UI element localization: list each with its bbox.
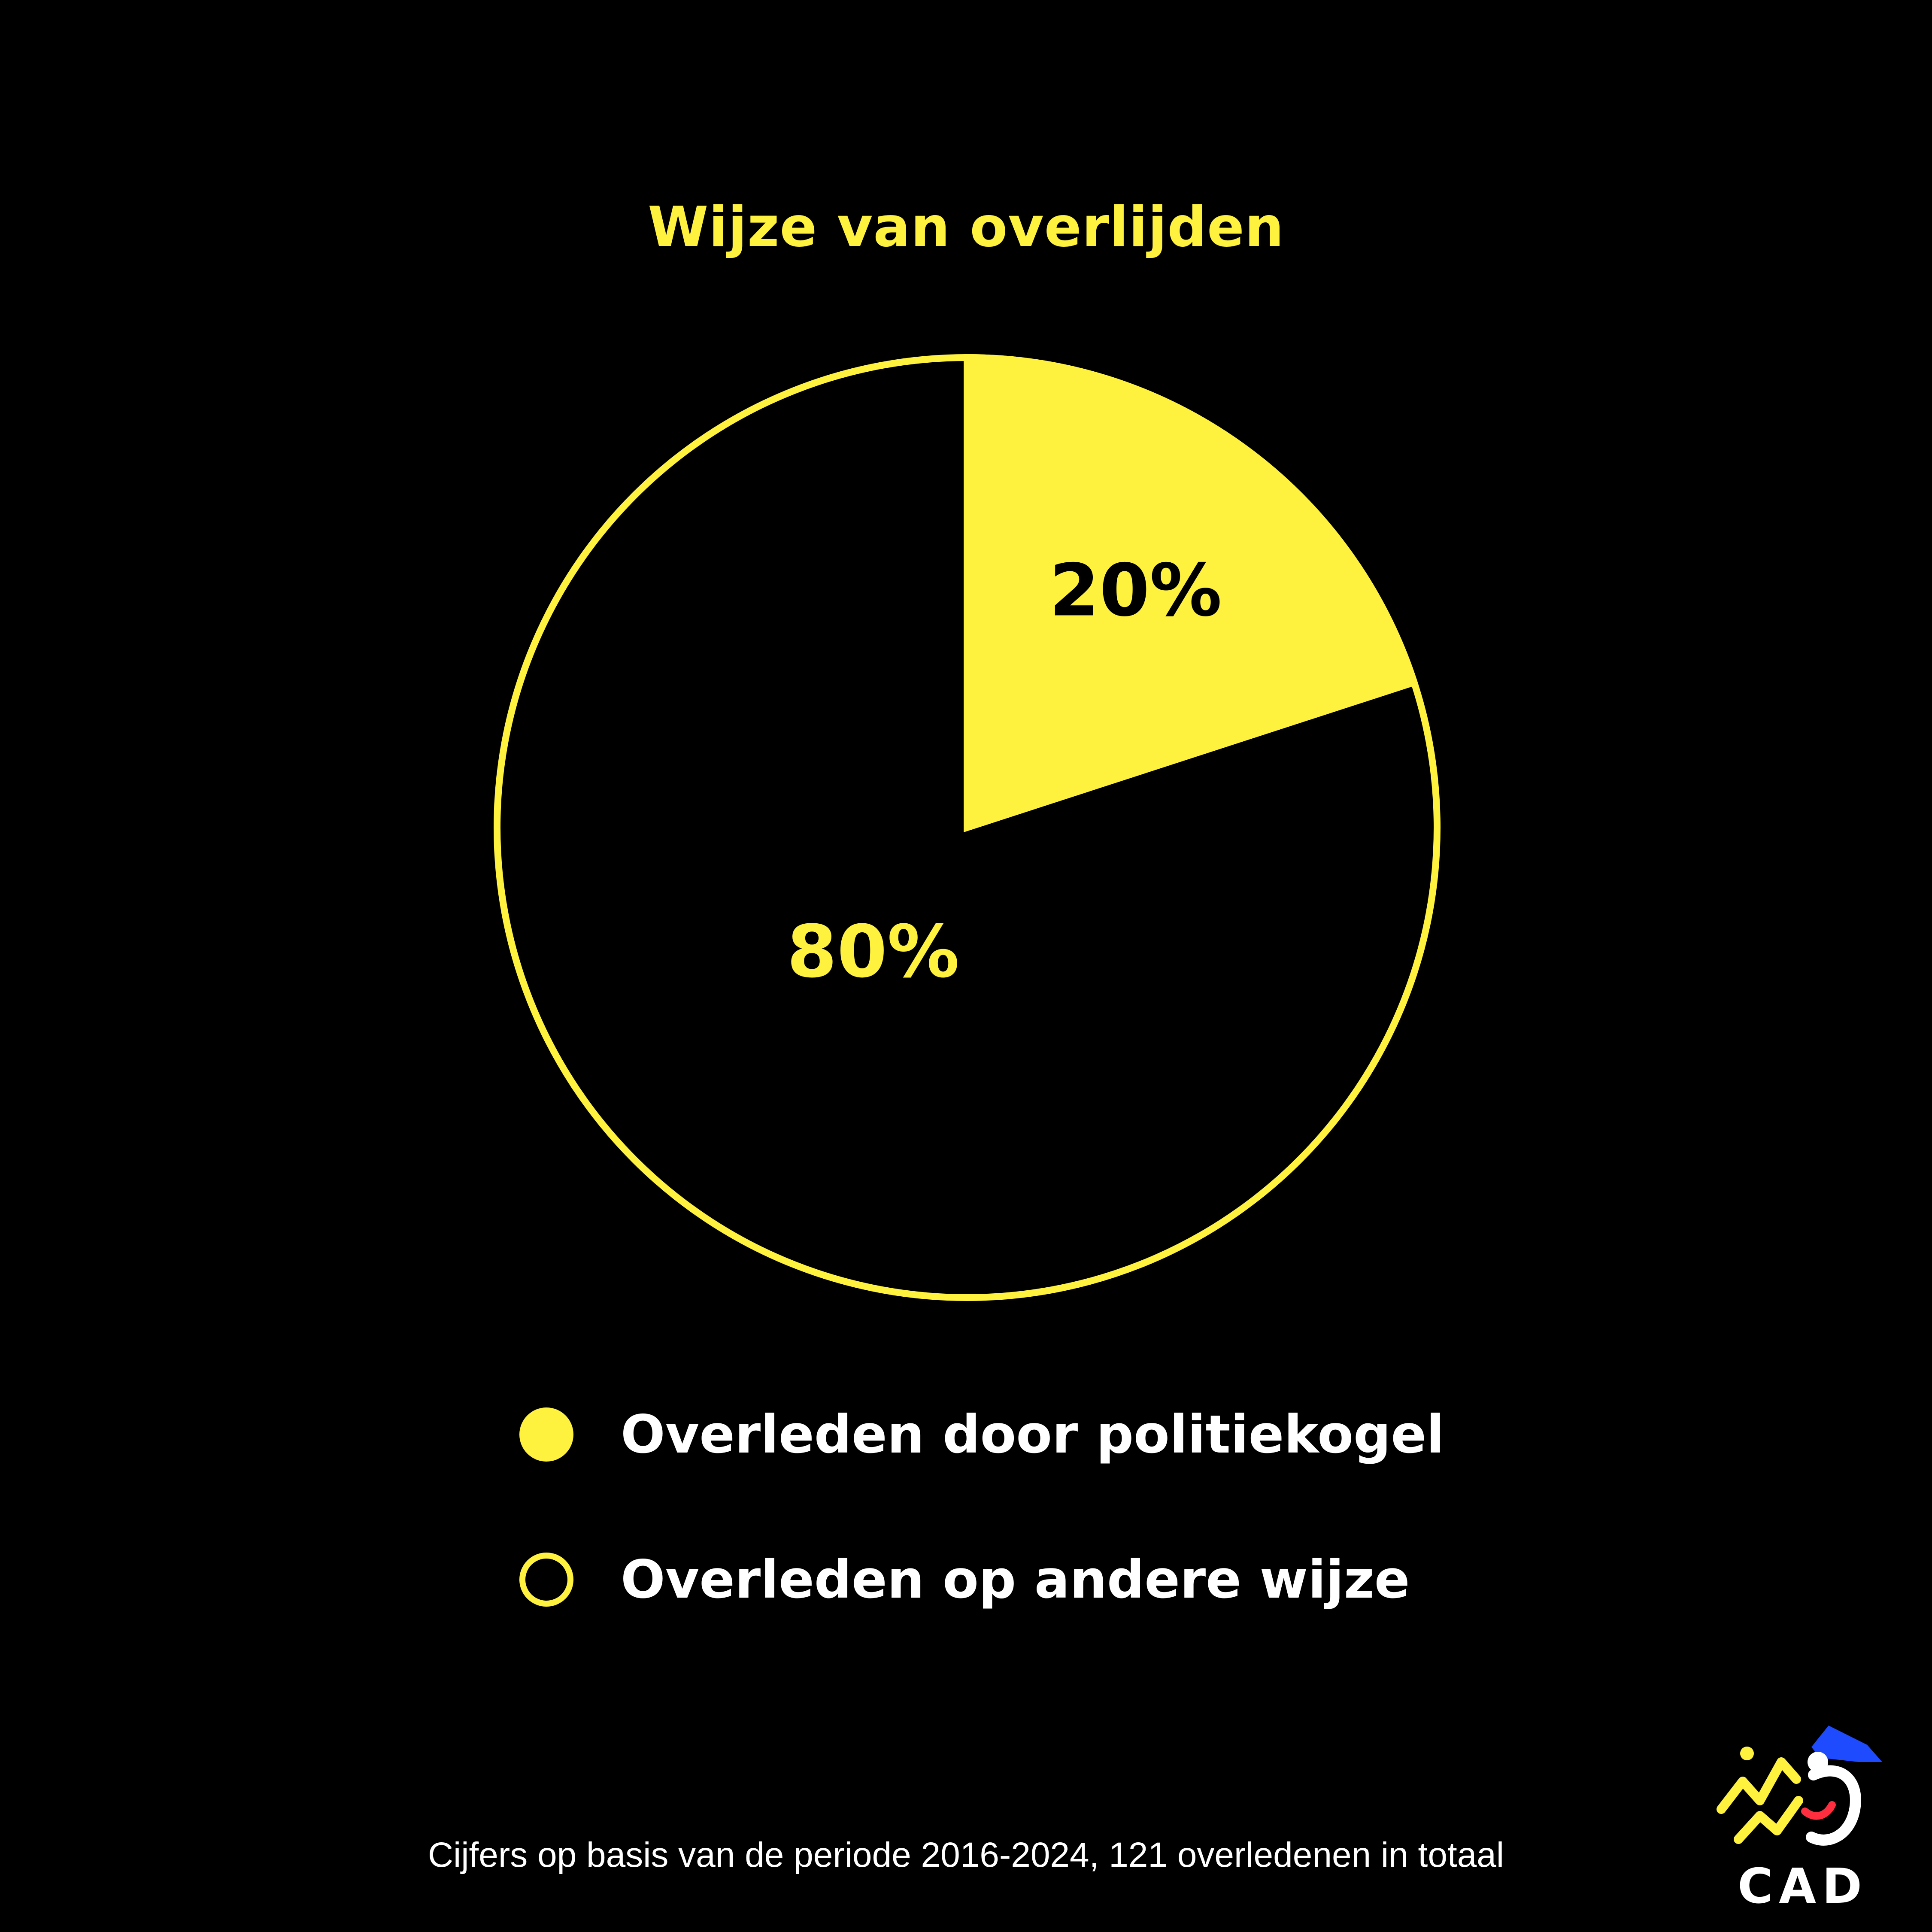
logo-text: CAD: [1738, 1859, 1868, 1914]
legend-swatch-outline: [519, 1553, 573, 1607]
legend-label: Overleden door politiekogel: [621, 1404, 1444, 1465]
legend-item-politiekogel: Overleden door politiekogel: [519, 1400, 1444, 1469]
legend-label: Overleden op andere wijze: [621, 1549, 1410, 1610]
cad-logo-icon: [1717, 1726, 1882, 1846]
footnote: Cijfers op basis van de periode 2016-202…: [428, 1835, 1504, 1874]
pie-label-1: 80%: [787, 910, 959, 994]
pie-label-0: 20%: [1049, 549, 1222, 633]
legend-item-andere-wijze: Overleden op andere wijze: [519, 1545, 1410, 1614]
pie-slice-0: [964, 354, 1419, 833]
legend-swatch-filled: [519, 1407, 573, 1462]
chart-title: Wijze van overlijden: [648, 195, 1284, 259]
cad-logo: CAD: [1713, 1706, 1893, 1914]
